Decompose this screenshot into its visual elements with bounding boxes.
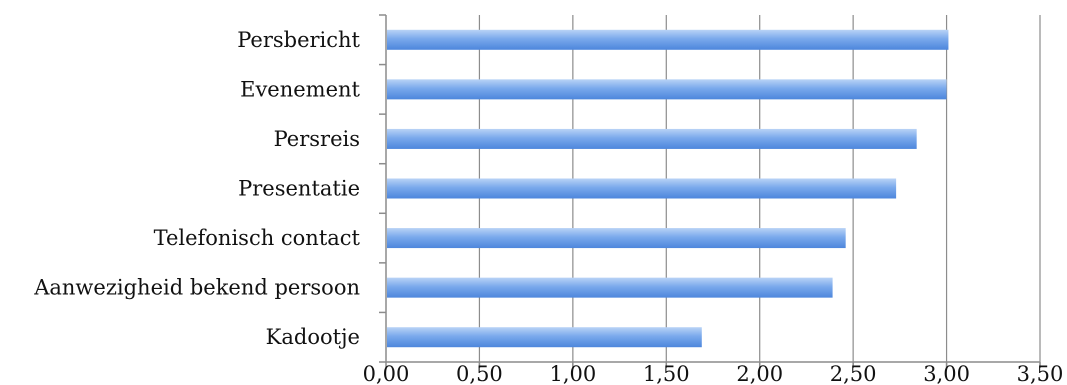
x-tick-label: 2,00 [736,362,783,385]
bar [387,327,702,348]
category-label: Evenement [240,77,360,101]
bar [387,178,897,199]
axes [379,14,1041,368]
bar [387,228,846,249]
category-label: Aanwezigheid bekend persoon [33,276,360,300]
category-label: Telefonisch contact [154,226,361,250]
x-tick-label: 0,00 [363,362,410,385]
x-tick-label: 1,50 [643,362,690,385]
x-tick-label: 2,50 [830,362,877,385]
x-tick-labels: 0,00 0,50 1,00 1,50 2,00 2,50 3,00 3,50 [363,362,1064,385]
bar [387,277,833,298]
bar [387,79,947,100]
x-tick-label: 3,50 [1017,362,1064,385]
category-label: Persbericht [237,28,360,52]
category-label: Kadootje [266,325,360,349]
x-tick-label: 3,00 [923,362,970,385]
bars [387,29,949,348]
x-tick-label: 1,00 [549,362,596,385]
x-tick-label: 0,50 [456,362,503,385]
category-label: Presentatie [238,177,360,201]
category-labels: Persbericht Evenement Persreis Presentatie T… [33,28,360,349]
category-label: Persreis [274,127,360,151]
bar [387,128,917,149]
bar [387,29,949,50]
